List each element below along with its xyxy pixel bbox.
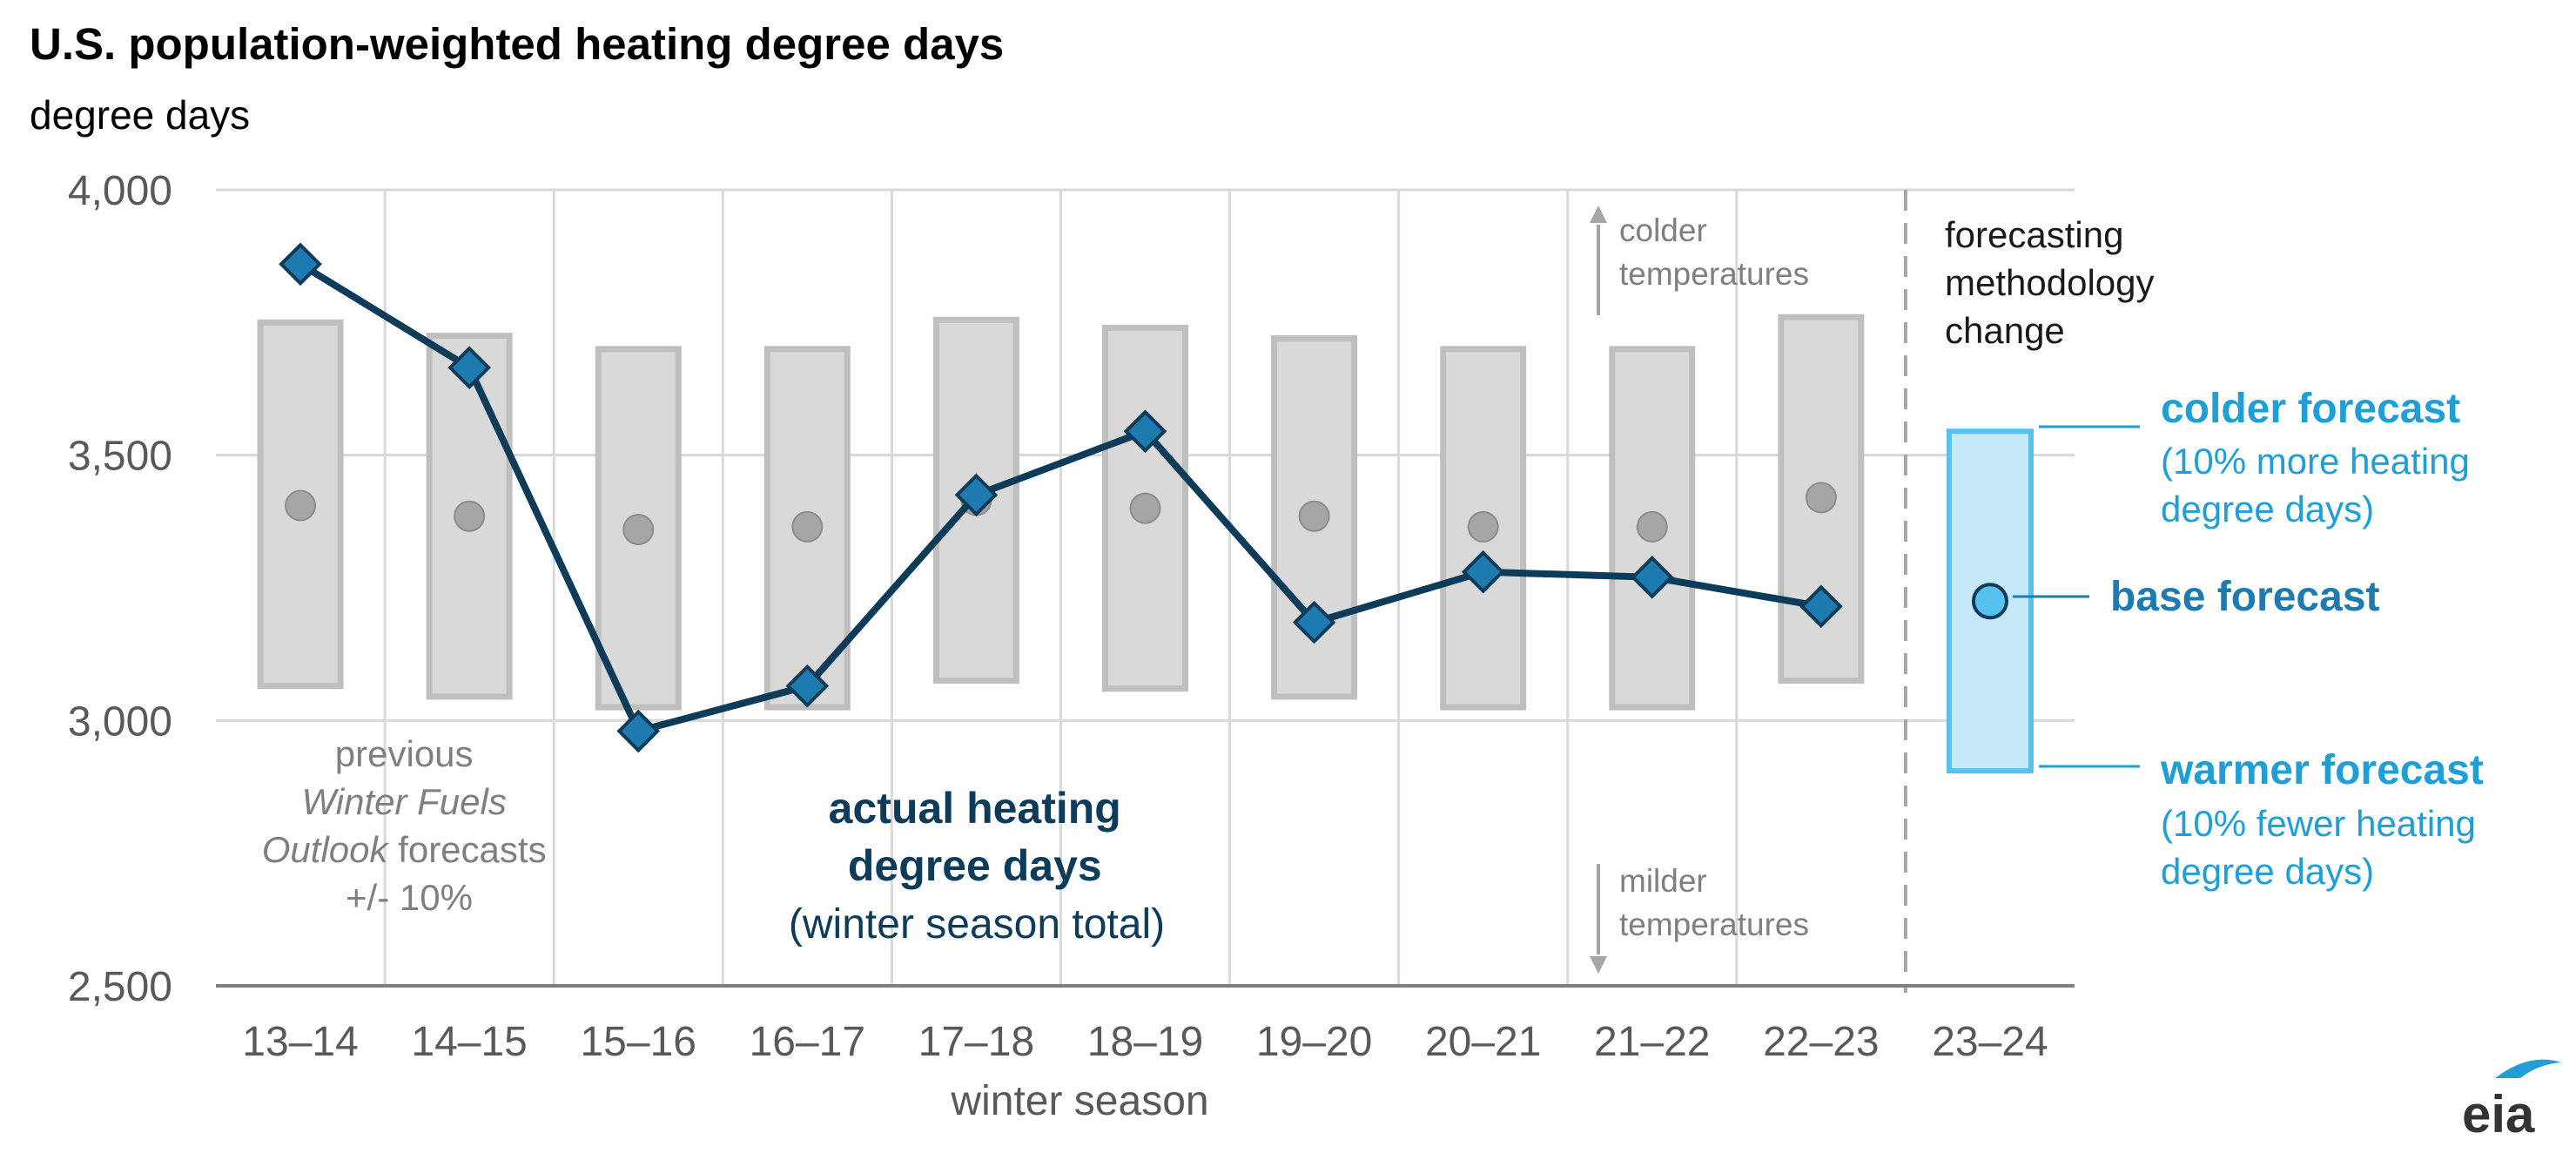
warmer-forecast-sub1: (10% fewer heating <box>2161 803 2476 844</box>
actual-marker-0 <box>279 242 322 287</box>
warmer-forecast-sub2: degree days) <box>2161 851 2374 892</box>
y-tick-label-2: 3,500 <box>68 434 172 480</box>
x-tick-label-2: 15–16 <box>580 1019 696 1065</box>
actual-marker-6 <box>1292 600 1336 644</box>
actual-marker-4 <box>954 473 999 517</box>
y-tick-label-3: 4,000 <box>68 168 172 214</box>
colder-forecast-annotation: colder forecast (10% more heating degree… <box>2039 386 2480 529</box>
x-tick-label-8: 21–22 <box>1594 1019 1710 1065</box>
chart-title: U.S. population-weighted heating degree … <box>30 19 1004 69</box>
actual-marker-9 <box>1799 584 1843 629</box>
milder-label-line2: temperatures <box>1619 907 1809 942</box>
range-box-5 <box>1102 324 1188 692</box>
colder-forecast-label: colder forecast <box>2161 386 2460 432</box>
milder-label-line1: milder <box>1619 863 1707 899</box>
actual-marker-5 <box>1123 409 1167 454</box>
previous-forecast-ranges <box>257 314 1865 711</box>
midpoint-marker-3 <box>791 510 824 543</box>
base-forecast-annotation: base forecast <box>2013 574 2380 620</box>
methodology-change-label: forecasting methodology change <box>1945 214 2164 351</box>
actual-marker-7 <box>1461 550 1505 594</box>
midpoint-marker-7 <box>1467 510 1499 543</box>
svg-text:(10% more heating degree: (10% more heating degree days) <box>2161 441 2480 529</box>
milder-arrow-head <box>1590 956 1607 974</box>
tick-labels: 2,500 3,000 3,500 4,000 13–14 14–15 15–16 16–17… <box>68 168 2048 1124</box>
grid-lines <box>216 188 2075 986</box>
midpoint-marker-9 <box>1805 482 1837 514</box>
svg-text:(10% fewer heating degre: (10% fewer heating degree days) <box>2161 803 2486 892</box>
y-axis-units: degree days <box>30 92 250 138</box>
colder-forecast-sub1: (10% more heating <box>2161 441 2470 482</box>
y-tick-label-1: 3,000 <box>68 698 172 745</box>
actual-marker-2 <box>616 709 661 753</box>
actual-line <box>298 260 1822 735</box>
x-tick-label-1: 14–15 <box>411 1019 527 1065</box>
x-axis-label: winter season <box>950 1078 1208 1124</box>
x-tick-label-5: 18–19 <box>1087 1019 1203 1065</box>
x-tick-label-3: 16–17 <box>750 1019 865 1065</box>
x-tick-label-9: 22–23 <box>1763 1019 1879 1065</box>
svg-text:colder temperatures: colder temperatures <box>1619 212 1809 292</box>
midpoint-marker-5 <box>1129 492 1161 524</box>
colder-label-line2: temperatures <box>1619 256 1809 292</box>
svg-text:milder temperatures: milder temperatures <box>1619 863 1809 942</box>
actual-series <box>279 242 1843 753</box>
base-forecast-marker <box>1971 583 2008 620</box>
eia-logo-text: eia <box>2462 1085 2535 1143</box>
actual-marker-8 <box>1630 555 1674 599</box>
colder-label-line1: colder <box>1619 212 1707 248</box>
midpoint-marker-8 <box>1636 510 1668 543</box>
range-box-2 <box>595 346 682 711</box>
eia-logo-swoosh <box>2495 1059 2561 1078</box>
colder-arrow-head <box>1590 206 1607 223</box>
actual-hdd-label: actual heating degree days (winter seaso… <box>789 784 1165 948</box>
midpoint-marker-0 <box>285 489 317 522</box>
midpoint-marker-6 <box>1298 500 1330 532</box>
base-forecast-label: base forecast <box>2110 574 2380 620</box>
previous-forecasts-label: previous Winter Fuels Outlook forecasts … <box>262 733 557 918</box>
x-tick-label-6: 19–20 <box>1256 1019 1372 1065</box>
colder-temperatures-annotation: colder temperatures <box>1590 206 1809 315</box>
x-tick-label-4: 17–18 <box>918 1019 1034 1065</box>
midpoint-marker-2 <box>622 513 655 545</box>
x-tick-label-10: 23–24 <box>1932 1019 2048 1065</box>
x-tick-label-7: 20–21 <box>1425 1019 1541 1065</box>
current-forecast <box>1903 190 2034 993</box>
milder-temperatures-annotation: milder temperatures <box>1590 863 1809 974</box>
y-tick-label-0: 2,500 <box>68 964 172 1010</box>
colder-forecast-sub2: degree days) <box>2161 489 2374 529</box>
warmer-forecast-label: warmer forecast <box>2160 747 2484 793</box>
midpoint-marker-1 <box>454 500 486 532</box>
x-tick-label-0: 13–14 <box>242 1019 358 1065</box>
actual-marker-3 <box>785 664 830 708</box>
warmer-forecast-annotation: warmer forecast (10% fewer heating degre… <box>2039 747 2486 892</box>
actual-marker-1 <box>447 346 491 389</box>
eia-logo: eia <box>2462 1059 2561 1143</box>
